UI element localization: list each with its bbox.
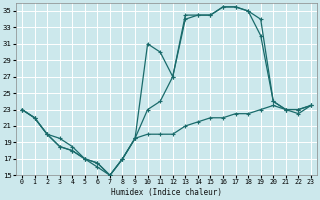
X-axis label: Humidex (Indice chaleur): Humidex (Indice chaleur) <box>111 188 222 197</box>
